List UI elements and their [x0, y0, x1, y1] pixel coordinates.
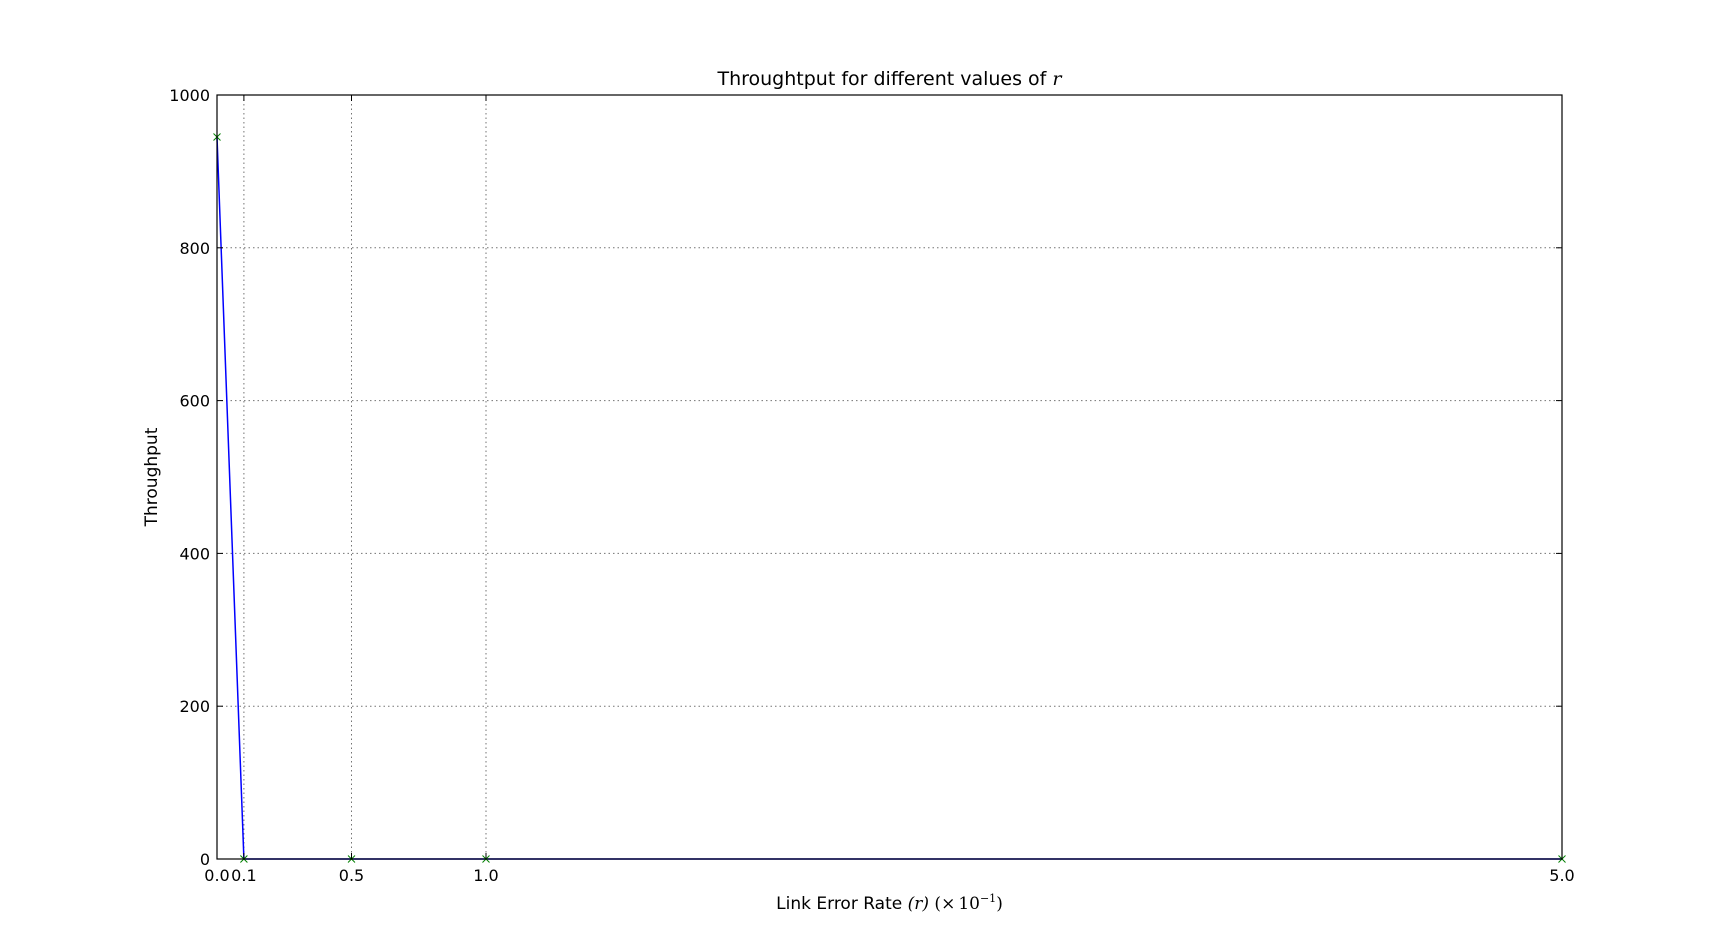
series-layer — [213, 133, 1566, 863]
y-tick-label: 800 — [179, 239, 210, 258]
x-axis-label: Link Error Rate (r) (× 10−1) — [776, 892, 1003, 914]
y-tick-label: 600 — [179, 392, 210, 411]
x-axis-label-base: 10 — [958, 894, 980, 914]
chart-title-math: r — [1052, 68, 1063, 90]
y-axis-label: Throughput — [142, 427, 162, 527]
y-tick-label: 400 — [179, 544, 210, 563]
x-tick-label: 0.0 — [204, 866, 229, 885]
x-axis-label-text: Link Error Rate — [776, 894, 907, 914]
y-tick-label: 1000 — [169, 86, 210, 105]
x-axis-label-open: ( — [929, 894, 941, 914]
plot-frame — [216, 94, 1563, 860]
x-axis-label-times: × — [941, 894, 955, 914]
x-axis-label-close: ) — [996, 894, 1003, 914]
grid-lines — [216, 94, 1563, 860]
x-tick-label: 5.0 — [1549, 866, 1574, 885]
chart-title-text: Throughtput for different values of — [716, 68, 1052, 90]
x-axis-label-var: (r) — [908, 894, 929, 914]
y-tick-label: 0 — [200, 850, 210, 869]
y-tick-label: 200 — [179, 697, 210, 716]
x-tick-label: 1.0 — [473, 866, 498, 885]
x-tick-label: 0.1 — [231, 866, 256, 885]
x-axis-label-exponent: −1 — [980, 892, 996, 905]
axis-ticks: 0.0 0.1 0.5 1.0 5.0 0 200 400 600 800 1000 — [169, 86, 1574, 885]
chart-title: Throughtput for different values of r — [716, 68, 1063, 90]
series-line — [216, 136, 1562, 860]
x-tick-label: 0.5 — [339, 866, 364, 885]
